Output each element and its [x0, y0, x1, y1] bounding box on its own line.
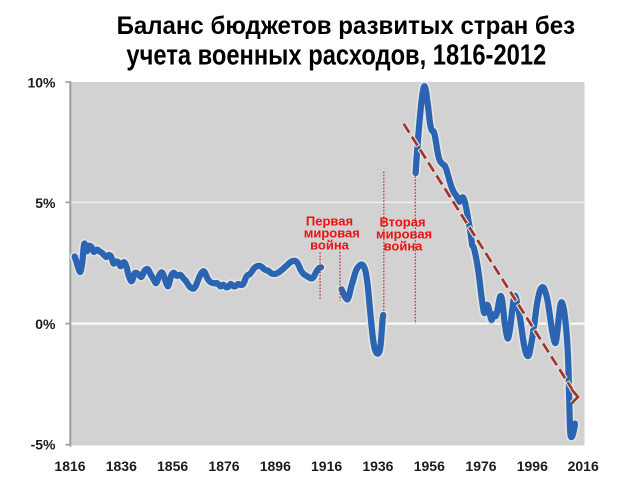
svg-text:-5%: -5% — [31, 437, 56, 453]
svg-text:2016: 2016 — [568, 458, 599, 474]
svg-text:1836: 1836 — [106, 458, 137, 474]
svg-text:1896: 1896 — [260, 458, 291, 474]
svg-text:1976: 1976 — [465, 458, 496, 474]
svg-text:1956: 1956 — [414, 458, 445, 474]
svg-text:1936: 1936 — [362, 458, 393, 474]
svg-text:10%: 10% — [27, 75, 56, 91]
svg-text:1856: 1856 — [157, 458, 188, 474]
svg-text:мировая: мировая — [304, 226, 360, 241]
svg-text:1816: 1816 — [54, 458, 85, 474]
svg-text:Первая: Первая — [306, 214, 353, 229]
svg-text:1996: 1996 — [517, 458, 548, 474]
svg-text:1916: 1916 — [311, 458, 342, 474]
svg-text:война: война — [310, 238, 350, 253]
svg-text:0%: 0% — [35, 316, 56, 332]
svg-text:учета военных расходов, 1816-2: учета военных расходов, 1816-2012 — [126, 39, 546, 71]
svg-text:Баланс бюджетов развитых стран: Баланс бюджетов развитых стран без — [117, 13, 575, 40]
svg-text:война: война — [384, 238, 424, 253]
svg-text:мировая: мировая — [376, 227, 432, 242]
svg-text:1876: 1876 — [208, 458, 239, 474]
svg-text:Вторая: Вторая — [379, 215, 425, 230]
svg-text:5%: 5% — [35, 195, 56, 211]
